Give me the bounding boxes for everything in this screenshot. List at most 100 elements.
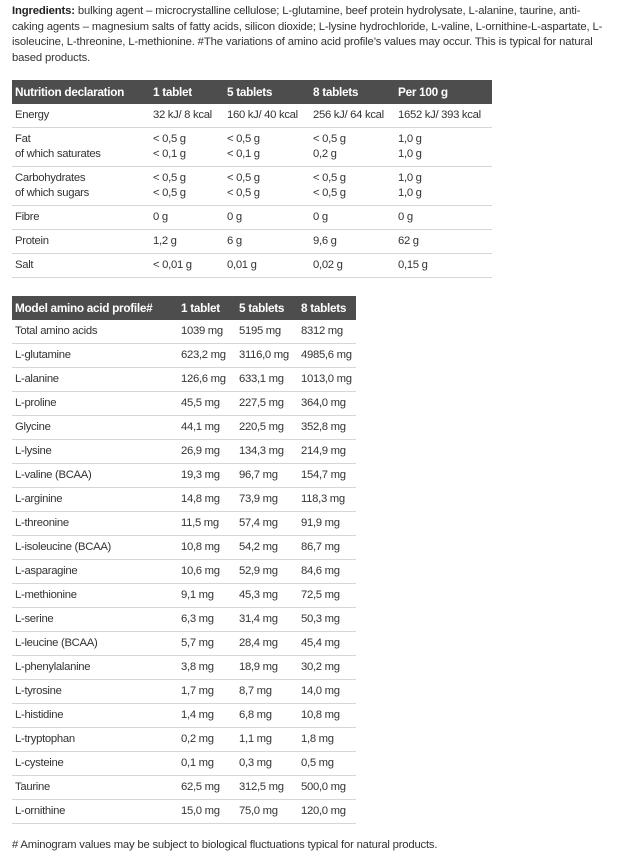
cell-value: 8312 mg	[298, 320, 356, 344]
nutrition-column-header: Per 100 g	[395, 80, 492, 104]
cell-value: 11,5 mg	[178, 511, 236, 536]
ingredients-body: bulking agent – microcrystalline cellulo…	[12, 5, 603, 64]
cell-value: 0 g	[395, 205, 492, 230]
cell-value: < 0,01 g	[150, 253, 224, 278]
row-label: Taurine	[12, 775, 178, 800]
cell-value: < 0,5 g < 0,5 g	[310, 166, 395, 206]
cell-value: 500,0 mg	[298, 775, 356, 800]
table-row: L-tyrosine 1,7 mg 8,7 mg 14,0 mg	[12, 679, 356, 704]
row-label: L-tryptophan	[12, 727, 178, 752]
table-row: L-asparagine 10,6 mg 52,9 mg 84,6 mg	[12, 559, 356, 584]
cell-value: 0,5 mg	[298, 751, 356, 776]
cell-value: 134,3 mg	[236, 439, 298, 464]
cell-value: 9,6 g	[310, 229, 395, 254]
nutrition-column-header: 8 tablets	[310, 80, 395, 104]
row-label: L-isoleucine (BCAA)	[12, 535, 178, 560]
cell-value: 10,6 mg	[178, 559, 236, 584]
row-label: L-lysine	[12, 439, 178, 464]
cell-value: 1652 kJ/ 393 kcal	[395, 104, 492, 128]
cell-value: 0 g	[224, 205, 310, 230]
table-row: Fat of which saturates < 0,5 g < 0,1 g < 0…	[12, 127, 492, 167]
table-row: Glycine 44,1 mg 220,5 mg 352,8 mg	[12, 415, 356, 440]
cell-value: 1,4 mg	[178, 703, 236, 728]
cell-value: 8,7 mg	[236, 679, 298, 704]
cell-value: 1,8 mg	[298, 727, 356, 752]
nutrition-header-row: Nutrition declaration 1 tablet 5 tablets 8 …	[12, 80, 492, 104]
footnote: # Aminogram values may be subject to bio…	[12, 839, 438, 851]
cell-value: 44,1 mg	[178, 415, 236, 440]
cell-value: 18,9 mg	[236, 655, 298, 680]
table-row: L-proline 45,5 mg 227,5 mg 364,0 mg	[12, 391, 356, 416]
table-row: L-leucine (BCAA) 5,7 mg 28,4 mg 45,4 mg	[12, 631, 356, 656]
table-row: L-serine 6,3 mg 31,4 mg 50,3 mg	[12, 607, 356, 632]
cell-value: 364,0 mg	[298, 391, 356, 416]
cell-value: < 0,5 g < 0,5 g	[224, 166, 310, 206]
cell-value: 54,2 mg	[236, 535, 298, 560]
cell-value: 52,9 mg	[236, 559, 298, 584]
row-label: Total amino acids	[12, 320, 178, 344]
cell-value: 4985,6 mg	[298, 343, 356, 368]
table-row: L-methionine 9,1 mg 45,3 mg 72,5 mg	[12, 583, 356, 608]
amino-acid-table: Model amino acid profile# 1 tablet 5 table…	[12, 296, 356, 824]
cell-value: 96,7 mg	[236, 463, 298, 488]
cell-value: 5195 mg	[236, 320, 298, 344]
table-row: Carbohydrates of which sugars < 0,5 g < 0…	[12, 166, 492, 206]
table-row: L-histidine 1,4 mg 6,8 mg 10,8 mg	[12, 703, 356, 728]
cell-value: 50,3 mg	[298, 607, 356, 632]
table-row: L-glutamine 623,2 mg 3116,0 mg 4985,6 mg	[12, 343, 356, 368]
table-row: L-isoleucine (BCAA) 10,8 mg 54,2 mg 86,7 mg	[12, 535, 356, 560]
row-label: L-alanine	[12, 367, 178, 392]
amino-column-header: Model amino acid profile#	[12, 296, 178, 320]
cell-value: 73,9 mg	[236, 487, 298, 512]
cell-value: 126,6 mg	[178, 367, 236, 392]
row-label: L-threonine	[12, 511, 178, 536]
table-row: Salt < 0,01 g 0,01 g 0,02 g 0,15 g	[12, 253, 492, 278]
row-label: Glycine	[12, 415, 178, 440]
cell-value: 256 kJ/ 64 kcal	[310, 104, 395, 128]
row-label: Salt	[12, 253, 150, 278]
amino-column-header: 8 tablets	[298, 296, 356, 320]
table-row: L-tryptophan 0,2 mg 1,1 mg 1,8 mg	[12, 727, 356, 752]
row-label: L-histidine	[12, 703, 178, 728]
cell-value: 14,8 mg	[178, 487, 236, 512]
row-label: L-phenylalanine	[12, 655, 178, 680]
cell-value: 0,2 mg	[178, 727, 236, 752]
amino-column-header: 5 tablets	[236, 296, 298, 320]
cell-value: 5,7 mg	[178, 631, 236, 656]
cell-value: 26,9 mg	[178, 439, 236, 464]
row-label: L-methionine	[12, 583, 178, 608]
cell-value: < 0,5 g 0,2 g	[310, 127, 395, 167]
cell-value: 160 kJ/ 40 kcal	[224, 104, 310, 128]
cell-value: 623,2 mg	[178, 343, 236, 368]
cell-value: 10,8 mg	[298, 703, 356, 728]
row-label: L-glutamine	[12, 343, 178, 368]
row-label: L-arginine	[12, 487, 178, 512]
row-label: L-proline	[12, 391, 178, 416]
row-label: Fibre	[12, 205, 150, 230]
cell-value: 62,5 mg	[178, 775, 236, 800]
row-label: L-tyrosine	[12, 679, 178, 704]
cell-value: 120,0 mg	[298, 799, 356, 824]
table-row: L-cysteine 0,1 mg 0,3 mg 0,5 mg	[12, 751, 356, 776]
cell-value: 45,4 mg	[298, 631, 356, 656]
table-row: L-ornithine 15,0 mg 75,0 mg 120,0 mg	[12, 799, 356, 824]
cell-value: 220,5 mg	[236, 415, 298, 440]
ingredients-text: Ingredients: bulking agent – microcrysta…	[12, 4, 612, 66]
cell-value: 633,1 mg	[236, 367, 298, 392]
cell-value: 0,3 mg	[236, 751, 298, 776]
cell-value: 31,4 mg	[236, 607, 298, 632]
table-row: L-phenylalanine 3,8 mg 18,9 mg 30,2 mg	[12, 655, 356, 680]
cell-value: 1,1 mg	[236, 727, 298, 752]
nutrition-body: Energy 32 kJ/ 8 kcal 160 kJ/ 40 kcal 256 kJ…	[12, 104, 492, 278]
cell-value: 227,5 mg	[236, 391, 298, 416]
cell-value: 9,1 mg	[178, 583, 236, 608]
cell-value: < 0,5 g < 0,1 g	[224, 127, 310, 167]
row-label: Energy	[12, 104, 150, 128]
cell-value: 0,01 g	[224, 253, 310, 278]
cell-value: 118,3 mg	[298, 487, 356, 512]
row-label: L-ornithine	[12, 799, 178, 824]
cell-value: 57,4 mg	[236, 511, 298, 536]
table-row: L-lysine 26,9 mg 134,3 mg 214,9 mg	[12, 439, 356, 464]
nutrition-column-header: 1 tablet	[150, 80, 224, 104]
